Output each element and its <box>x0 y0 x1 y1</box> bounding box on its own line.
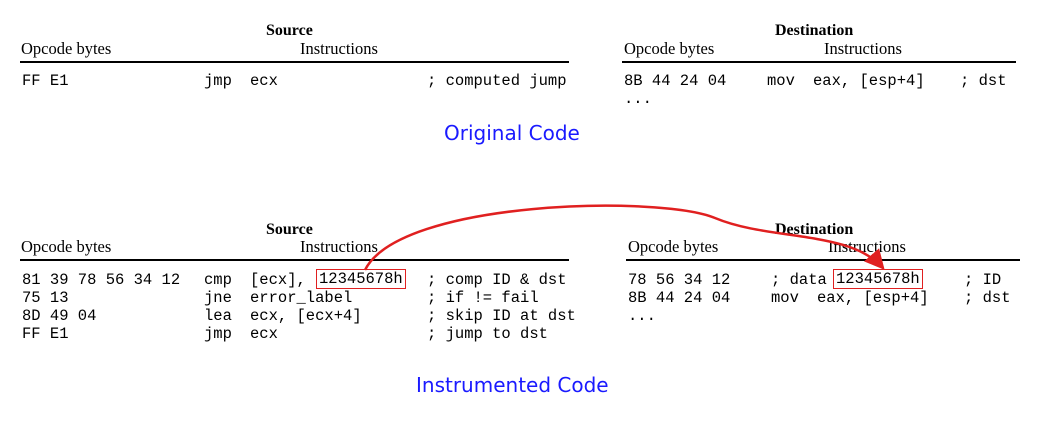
instr-dest-opcode-header: Opcode bytes <box>628 237 719 256</box>
instr-dest-data-label: ; data <box>771 271 827 289</box>
instr-source-title: Source <box>266 221 313 238</box>
instr-source-instr-header: Instructions <box>300 237 378 256</box>
instr-src-mnem-4: jmp <box>204 325 232 343</box>
instr-src-ops-2: error_label <box>250 289 353 307</box>
original-code-caption: Original Code <box>444 121 580 145</box>
orig-dest-bytes-1: 8B 44 24 04 <box>624 72 727 90</box>
instr-src-bytes-3: 8D 49 04 <box>22 307 97 325</box>
orig-source-ops: ecx <box>250 72 278 90</box>
instr-dest-comment-1: ; ID <box>964 271 1002 289</box>
instr-dest-rule <box>626 259 1020 261</box>
instr-src-ops-3: ecx, [ecx+4] <box>250 307 362 325</box>
instr-src-bytes-4: FF E1 <box>22 325 69 343</box>
orig-dest-ellipsis: ... <box>624 90 652 108</box>
instr-src-mnem-1: cmp <box>204 271 232 289</box>
instr-src-comment-4: ; jump to dst <box>427 325 548 343</box>
orig-source-instr-header: Instructions <box>300 39 378 58</box>
instr-src-comment-2: ; if != fail <box>427 289 539 307</box>
instr-dest-bytes-2: 8B 44 24 04 <box>628 289 731 307</box>
orig-source-rule <box>20 61 569 63</box>
instr-src-bytes-2: 75 13 <box>22 289 69 307</box>
instr-source-rule <box>20 259 569 261</box>
orig-dest-opcode-header: Opcode bytes <box>624 39 715 58</box>
orig-dest-rule <box>622 61 1016 63</box>
instr-dest-bytes-1: 78 56 34 12 <box>628 271 731 289</box>
orig-dest-mnem-1: mov <box>767 72 795 90</box>
instr-src-ops-1: [ecx], <box>250 271 306 289</box>
instr-dest-id-box: 12345678h <box>833 269 923 289</box>
instr-src-mnem-2: jne <box>204 289 232 307</box>
instr-src-ops-4: ecx <box>250 325 278 343</box>
instr-src-id-box: 12345678h <box>316 269 406 289</box>
instr-src-bytes-1: 81 39 78 56 34 12 <box>22 271 181 289</box>
orig-source-opcode-header: Opcode bytes <box>21 39 112 58</box>
orig-dest-comment-1: ; dst <box>960 72 1007 90</box>
instr-src-comment-3: ; skip ID at dst <box>427 307 576 325</box>
instr-dest-id-value: 12345678h <box>833 269 923 289</box>
instr-dest-ops-2: eax, [esp+4] <box>817 289 929 307</box>
instr-src-id-value: 12345678h <box>316 269 406 289</box>
instr-src-comment-1: ; comp ID & dst <box>427 271 567 289</box>
instr-source-opcode-header: Opcode bytes <box>21 237 112 256</box>
orig-source-comment: ; computed jump <box>427 72 567 90</box>
orig-dest-instr-header: Instructions <box>824 39 902 58</box>
instrumented-code-caption: Instrumented Code <box>416 373 609 397</box>
orig-source-title: Source <box>266 22 313 39</box>
orig-dest-ops-1: eax, [esp+4] <box>813 72 925 90</box>
instr-dest-ellipsis: ... <box>628 307 656 325</box>
instr-dest-comment-2: ; dst <box>964 289 1011 307</box>
instr-src-mnem-3: lea <box>204 307 232 325</box>
instr-dest-instr-header: Instructions <box>828 237 906 256</box>
orig-dest-title: Destination <box>775 22 854 39</box>
orig-source-bytes: FF E1 <box>22 72 69 90</box>
orig-source-mnem: jmp <box>204 72 232 90</box>
instr-dest-mnem-2: mov <box>771 289 799 307</box>
